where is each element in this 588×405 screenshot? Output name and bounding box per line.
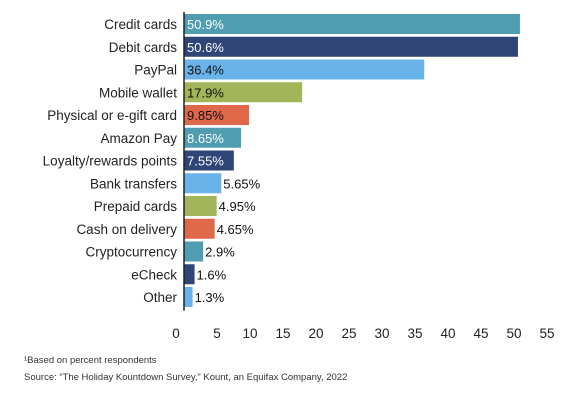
category-label-credit-cards: Credit cards	[104, 17, 177, 32]
x-tick-label-10: 10	[242, 326, 257, 341]
category-label-amazon-pay: Amazon Pay	[100, 131, 177, 146]
value-label-debit-cards: 50.6%	[187, 40, 224, 55]
bar-cryptocurrency	[184, 241, 204, 262]
x-tick-label-55: 55	[539, 326, 554, 341]
x-tick-label-40: 40	[440, 326, 455, 341]
x-tick-label-5: 5	[213, 326, 221, 341]
category-label-paypal: PayPal	[134, 63, 177, 78]
bar-loyalty-rewards-points	[184, 150, 234, 171]
category-label-cash-on-delivery: Cash on delivery	[76, 222, 177, 237]
category-label-mobile-wallet: Mobile wallet	[99, 85, 177, 100]
category-label-prepaid-cards: Prepaid cards	[94, 199, 178, 214]
x-tick-label-35: 35	[407, 326, 422, 341]
category-label-debit-cards: Debit cards	[109, 40, 178, 55]
x-tick-label-30: 30	[374, 326, 389, 341]
value-label-cash-on-delivery: 4.65%	[217, 222, 254, 237]
value-label-mobile-wallet: 17.9%	[187, 85, 224, 100]
value-label-cryptocurrency: 2.9%	[205, 245, 235, 260]
x-axis-ticks: 0 5 10 15 20 25 30 35 40 45 50 55	[172, 326, 554, 341]
x-tick-label-0: 0	[172, 326, 180, 341]
category-label-bank-transfers: Bank transfers	[90, 176, 177, 191]
bar-bank-transfers	[184, 173, 222, 194]
category-label-echeck: eCheck	[131, 267, 177, 282]
category-label-other: Other	[143, 290, 177, 305]
category-label-physical-or-e-gift-card: Physical or e-gift card	[47, 108, 177, 123]
bar-debit-cards	[184, 36, 518, 57]
bar-other	[184, 287, 193, 307]
footnote: ¹Based on percent respondents	[24, 355, 157, 366]
value-label-prepaid-cards: 4.95%	[219, 199, 256, 214]
x-tick-label-25: 25	[341, 326, 356, 341]
bar-physical-or-e-gift-card	[184, 105, 250, 125]
value-label-credit-cards: 50.9%	[187, 17, 224, 32]
value-label-bank-transfers: 5.65%	[223, 176, 260, 191]
bar-paypal	[184, 59, 425, 80]
value-label-physical-or-e-gift-card: 9.85%	[187, 108, 224, 123]
category-label-loyalty-rewards-points: Loyalty/rewards points	[43, 154, 178, 169]
bar-echeck	[184, 264, 195, 285]
bar-mobile-wallet	[184, 82, 303, 103]
value-label-loyalty-rewards-points: 7.55%	[187, 154, 224, 169]
bars-group	[184, 14, 520, 307]
x-tick-label-45: 45	[473, 326, 488, 341]
bar-credit-cards	[184, 14, 520, 34]
category-label-cryptocurrency: Cryptocurrency	[85, 245, 177, 260]
value-label-other: 1.3%	[195, 290, 225, 305]
category-labels: Credit cards Debit cards PayPal Mobile wall…	[43, 17, 178, 305]
value-labels: 50.9% 50.6% 36.4% 17.9% 9.85% 8.65% 7.55% 5.65%…	[187, 17, 261, 305]
value-label-amazon-pay: 8.65%	[187, 131, 224, 146]
source-note: Source: “The Holiday Kountdown Survey,” …	[24, 372, 348, 383]
x-tick-label-50: 50	[506, 326, 521, 341]
value-label-paypal: 36.4%	[187, 63, 224, 78]
bar-prepaid-cards	[184, 196, 217, 216]
bar-amazon-pay	[184, 127, 242, 148]
x-tick-label-15: 15	[275, 326, 290, 341]
value-label-echeck: 1.6%	[197, 267, 227, 282]
x-tick-label-20: 20	[308, 326, 323, 341]
bar-cash-on-delivery	[184, 218, 215, 239]
